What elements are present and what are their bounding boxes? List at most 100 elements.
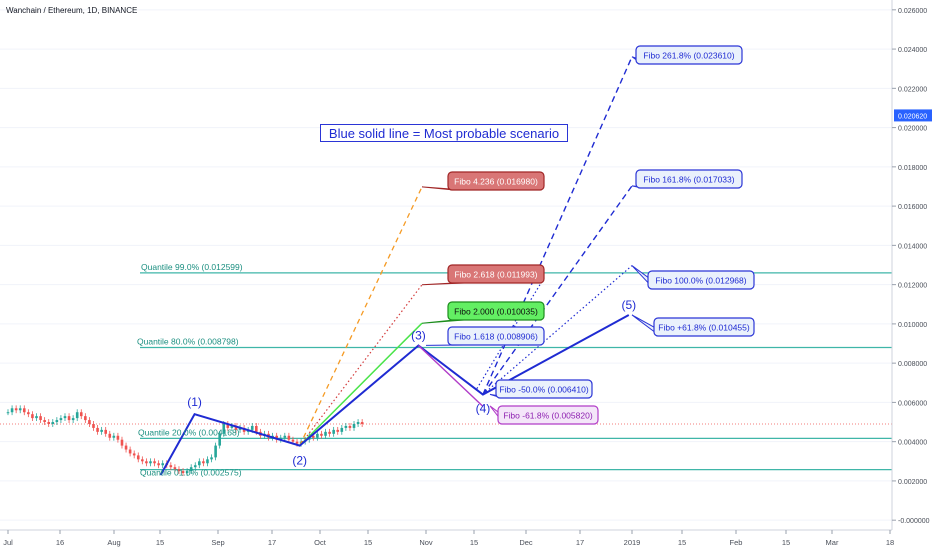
price-tick-label: 0.022000 — [898, 86, 927, 93]
candle-body — [132, 453, 136, 456]
candle-body — [181, 471, 185, 474]
candle-body — [295, 441, 299, 444]
price-tick-label: 0.004000 — [898, 440, 927, 447]
quantile-label: Quantile 80.0% (0.008798) — [137, 336, 239, 346]
candle-body — [210, 457, 213, 460]
price-tick-label: 0.024000 — [898, 47, 927, 54]
fibo-label-box — [653, 317, 755, 337]
candle-body — [39, 416, 42, 421]
candle-body — [35, 416, 38, 419]
candle-body — [14, 408, 18, 411]
time-tick-label: 15 — [678, 538, 686, 547]
candle-body — [108, 433, 112, 438]
wave-labels: (1) (2) (3) (4) (5) — [187, 298, 636, 468]
candle-body — [226, 424, 230, 428]
wave-label: (3) — [411, 328, 426, 342]
quantile-label: Quantile 99.0% (0.012599) — [141, 262, 243, 272]
quantile-labels: Quantile 99.0% (0.012599) Quantile 80.0% … — [137, 262, 243, 478]
fibo-label-group: Fibo -61.8% (0.005820) — [489, 405, 599, 425]
fibo-label-text: Fibo 2.000 (0.010035) — [454, 307, 538, 317]
candle-body — [157, 463, 160, 466]
chart-title: Wanchain / Ethereum, 1D, BINANCE — [6, 6, 138, 15]
candle-body — [279, 437, 283, 440]
candle-body — [100, 429, 103, 432]
projection-fibo-4236 — [299, 186, 423, 446]
candle-body — [92, 424, 95, 428]
fibo-label-box — [635, 169, 743, 189]
fibo-label-boxes: Fibo 261.8% (0.023610) Fibo 161.8% (0.017… — [421, 45, 755, 425]
candle-body — [88, 420, 91, 424]
candle-body — [336, 429, 340, 432]
candle-body — [153, 461, 156, 464]
projection-fibo-1618pct — [482, 185, 633, 395]
candle-body — [283, 435, 287, 438]
price-tick-label: 0.026000 — [898, 8, 927, 15]
time-tick-label: 15 — [156, 538, 164, 547]
candle-body — [116, 435, 120, 440]
time-tick-label: 17 — [576, 538, 584, 547]
candle-body — [291, 439, 295, 442]
candle-body — [169, 465, 173, 468]
fibo-label-box — [447, 326, 545, 346]
candle-body — [51, 422, 55, 424]
time-tick-label: Oct — [314, 538, 327, 547]
candle-body — [59, 418, 63, 421]
candle-body — [312, 435, 315, 438]
fibo-label-box — [497, 405, 599, 425]
price-tick-label: 0.020000 — [898, 126, 927, 133]
time-tick-label: 17 — [268, 538, 276, 547]
candle-body — [348, 425, 352, 428]
time-axis[interactable]: Jul 16 Aug 15 Sep 17 Oct 15 Nov 15 Dec 17 2019 15 Feb 1… — [0, 529, 894, 547]
price-tick-label: 0.008000 — [898, 361, 927, 368]
candle-body — [141, 459, 144, 462]
grid — [0, 9, 892, 521]
candle-body — [185, 471, 189, 474]
price-axis[interactable]: 0.026000 0.024000 0.022000 0.020000 0.018000… — [891, 0, 932, 530]
candle-body — [206, 459, 209, 464]
candle-body — [360, 422, 364, 424]
wave-label: (4) — [476, 402, 491, 416]
fibo-label-text: Fibo -61.8% (0.005820) — [503, 411, 592, 421]
quantile-label: Quantile 20.0% (0.004168) — [138, 427, 240, 437]
candle-body — [173, 467, 177, 470]
time-tick-label: 15 — [782, 538, 790, 547]
candle-body — [84, 416, 87, 421]
fibo-label-group: Fibo 1.618 (0.008906) — [425, 326, 545, 346]
candle-body — [344, 425, 348, 428]
candle-body — [67, 416, 71, 421]
candle-body — [112, 435, 116, 438]
fibo-label-group: Fibo 100.0% (0.012968) — [631, 265, 755, 290]
candle-body — [128, 449, 132, 454]
fibo-label-box — [447, 171, 545, 191]
price-tick-label: -0.000000 — [898, 518, 930, 525]
fibo-label-box — [647, 270, 755, 290]
candle-body — [124, 445, 128, 450]
candle-body — [145, 461, 148, 464]
fibo-label-text: Fibo 2.618 (0.011993) — [454, 270, 537, 280]
candle-body — [96, 427, 99, 432]
candle-body — [218, 433, 221, 446]
fibo-label-text: Fibo 100.0% (0.012968) — [655, 276, 746, 286]
price-tick-label: 0.010000 — [898, 322, 927, 329]
price-tick-label: 0.016000 — [898, 204, 927, 211]
fibo-label-text: Fibo +61.8% (0.010455) — [658, 323, 750, 333]
candle-body — [352, 424, 356, 428]
fibo-label-group: Fibo 2.000 (0.010035) — [421, 301, 545, 324]
candle-body — [202, 461, 205, 464]
candle-body — [31, 414, 34, 419]
time-tick-label: 16 — [56, 538, 64, 547]
candle-body — [120, 439, 124, 446]
price-tick-label: 0.006000 — [898, 400, 927, 407]
candle-body — [214, 445, 217, 458]
fibo-label-box — [495, 379, 593, 399]
candle-body — [161, 463, 164, 466]
candle-body — [47, 422, 51, 424]
fibo-label-group: Fibo +61.8% (0.010455) — [631, 314, 755, 337]
time-tick-label: Aug — [107, 538, 120, 547]
fibo-label-group: Fibo -50.0% (0.006410) — [489, 379, 593, 399]
candle-body — [340, 427, 344, 432]
candle-body — [27, 412, 30, 415]
wave-label: (2) — [292, 454, 307, 468]
candle-body — [328, 431, 331, 434]
